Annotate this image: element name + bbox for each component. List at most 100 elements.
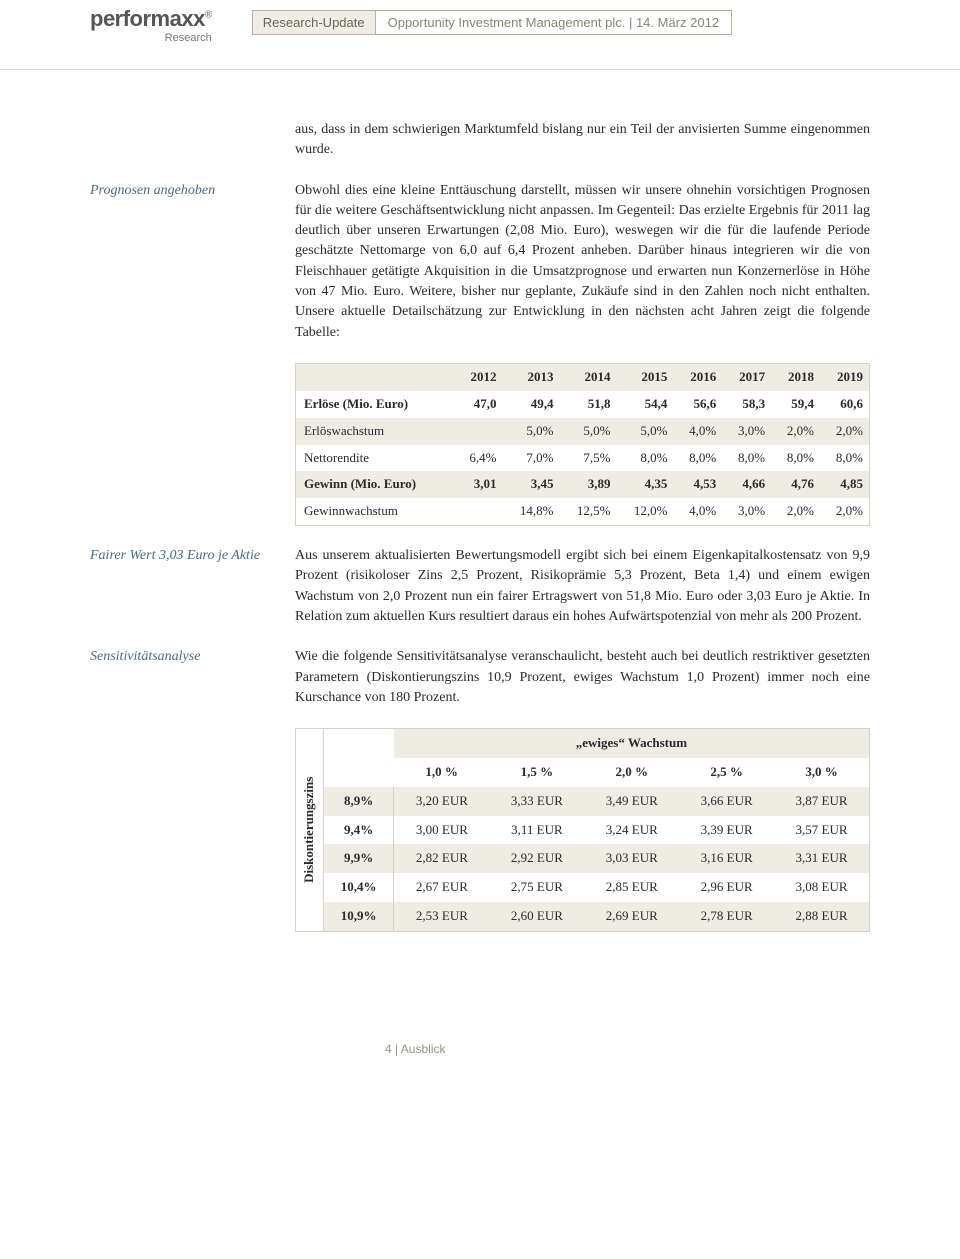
sens-cell: 3,39 EUR xyxy=(679,816,774,845)
row-label: Gewinnwachstum xyxy=(296,498,454,525)
sens-cell: 2,88 EUR xyxy=(774,902,869,931)
logo-main: performaxx xyxy=(90,6,205,31)
year-header: 2012 xyxy=(454,363,503,390)
sens-cell: 3,03 EUR xyxy=(584,844,679,873)
cell-value: 3,0% xyxy=(722,418,771,445)
sens-cell: 3,00 EUR xyxy=(394,816,490,845)
section-table1: 20122013201420152016201720182019 Erlöse … xyxy=(90,363,870,526)
cell-value: 54,4 xyxy=(616,391,673,418)
year-header: 2018 xyxy=(771,363,820,390)
table-row: Gewinnwachstum14,8%12,5%12,0%4,0%3,0%2,0… xyxy=(296,498,870,525)
cell-value: 5,0% xyxy=(503,418,560,445)
table-row: Erlöswachstum5,0%5,0%5,0%4,0%3,0%2,0%2,0… xyxy=(296,418,870,445)
sens-cell: 3,49 EUR xyxy=(584,787,679,816)
sens-cell: 2,53 EUR xyxy=(394,902,490,931)
cell-value: 8,0% xyxy=(673,445,722,472)
cell-value: 8,0% xyxy=(722,445,771,472)
meta-right: Opportunity Investment Management plc. |… xyxy=(376,11,731,34)
cell-value: 3,01 xyxy=(454,471,503,498)
table-row: Nettorendite6,4%7,0%7,5%8,0%8,0%8,0%8,0%… xyxy=(296,445,870,472)
year-header: 2016 xyxy=(673,363,722,390)
cell-value: 47,0 xyxy=(454,391,503,418)
sens-row: 10,9%2,53 EUR2,60 EUR2,69 EUR2,78 EUR2,8… xyxy=(324,902,869,931)
sens-cell: 3,31 EUR xyxy=(774,844,869,873)
cell-value: 7,5% xyxy=(559,445,616,472)
year-header: 2013 xyxy=(503,363,560,390)
sidenote-3: Sensitivitätsanalyse xyxy=(90,647,295,708)
logo: performaxx® Research xyxy=(90,6,212,44)
page-header: performaxx® Research Research-Update Opp… xyxy=(0,0,960,70)
sens-row-header: 10,9% xyxy=(324,902,394,931)
sens-cell: 2,78 EUR xyxy=(679,902,774,931)
cell-value: 3,0% xyxy=(722,498,771,525)
cell-value: 4,76 xyxy=(771,471,820,498)
sens-cell: 2,92 EUR xyxy=(489,844,584,873)
paragraph-0: aus, dass in dem schwierigen Marktumfeld… xyxy=(295,120,870,161)
sens-vertical-label: Diskontierungszins xyxy=(296,729,324,931)
sens-cell: 3,24 EUR xyxy=(584,816,679,845)
cell-value: 3,45 xyxy=(503,471,560,498)
sens-title: „ewiges“ Wachstum xyxy=(394,729,869,758)
sens-cell: 3,11 EUR xyxy=(489,816,584,845)
forecast-table: 20122013201420152016201720182019 Erlöse … xyxy=(295,363,870,526)
sens-cell: 2,60 EUR xyxy=(489,902,584,931)
cell-value: 2,0% xyxy=(820,418,870,445)
cell-value: 59,4 xyxy=(771,391,820,418)
sens-cell: 2,69 EUR xyxy=(584,902,679,931)
year-header: 2014 xyxy=(559,363,616,390)
row-label: Erlöswachstum xyxy=(296,418,454,445)
cell-value: 49,4 xyxy=(503,391,560,418)
row-label: Nettorendite xyxy=(296,445,454,472)
sens-col-header: 2,0 % xyxy=(584,758,679,787)
cell-value xyxy=(454,418,503,445)
sens-cell: 3,66 EUR xyxy=(679,787,774,816)
cell-value: 8,0% xyxy=(616,445,673,472)
year-header: 2017 xyxy=(722,363,771,390)
cell-value: 60,6 xyxy=(820,391,870,418)
sens-col-header: 2,5 % xyxy=(679,758,774,787)
sens-row: 9,4%3,00 EUR3,11 EUR3,24 EUR3,39 EUR3,57… xyxy=(324,816,869,845)
section-prognosen: Prognosen angehoben Obwohl dies eine kle… xyxy=(90,181,870,343)
logo-text: performaxx® xyxy=(90,6,212,32)
paragraph-2: Aus unserem aktualisierten Bewertungsmod… xyxy=(295,546,870,627)
cell-value: 4,85 xyxy=(820,471,870,498)
logo-sup: ® xyxy=(205,10,212,21)
sens-row-header: 10,4% xyxy=(324,873,394,902)
cell-value: 12,5% xyxy=(559,498,616,525)
section-fairvalue: Fairer Wert 3,03 Euro je Aktie Aus unser… xyxy=(90,546,870,627)
sens-cell: 2,75 EUR xyxy=(489,873,584,902)
sens-cell: 2,82 EUR xyxy=(394,844,490,873)
cell-value: 58,3 xyxy=(722,391,771,418)
cell-value: 8,0% xyxy=(771,445,820,472)
sens-cell: 3,08 EUR xyxy=(774,873,869,902)
logo-sub: Research xyxy=(90,32,212,44)
side-empty xyxy=(90,120,295,161)
cell-value: 56,6 xyxy=(673,391,722,418)
sens-cell: 2,96 EUR xyxy=(679,873,774,902)
section-sens-table: Diskontierungszins „ewiges“ Wachstum 1,0… xyxy=(90,728,870,932)
sensitivity-table: Diskontierungszins „ewiges“ Wachstum 1,0… xyxy=(295,728,870,932)
sens-col-header: 1,0 % xyxy=(394,758,490,787)
sidenote-1: Prognosen angehoben xyxy=(90,181,295,343)
sens-row: 8,9%3,20 EUR3,33 EUR3,49 EUR3,66 EUR3,87… xyxy=(324,787,869,816)
sens-cell: 3,16 EUR xyxy=(679,844,774,873)
page-footer: 4 | Ausblick xyxy=(90,1042,870,1056)
sens-cell: 3,57 EUR xyxy=(774,816,869,845)
sens-cell: 3,33 EUR xyxy=(489,787,584,816)
sens-col-header: 3,0 % xyxy=(774,758,869,787)
sidenote-2: Fairer Wert 3,03 Euro je Aktie xyxy=(90,546,295,627)
cell-value: 5,0% xyxy=(616,418,673,445)
section-sens-text: Sensitivitätsanalyse Wie die folgende Se… xyxy=(90,647,870,708)
sens-cell: 3,20 EUR xyxy=(394,787,490,816)
cell-value: 2,0% xyxy=(771,418,820,445)
year-header: 2019 xyxy=(820,363,870,390)
cell-value: 2,0% xyxy=(820,498,870,525)
cell-value: 14,8% xyxy=(503,498,560,525)
cell-value: 5,0% xyxy=(559,418,616,445)
paragraph-1: Obwohl dies eine kleine Enttäuschung dar… xyxy=(295,181,870,343)
cell-value: 4,53 xyxy=(673,471,722,498)
year-header: 2015 xyxy=(616,363,673,390)
sens-grid: „ewiges“ Wachstum 1,0 %1,5 %2,0 %2,5 %3,… xyxy=(324,729,869,931)
cell-value: 12,0% xyxy=(616,498,673,525)
cell-value: 6,4% xyxy=(454,445,503,472)
